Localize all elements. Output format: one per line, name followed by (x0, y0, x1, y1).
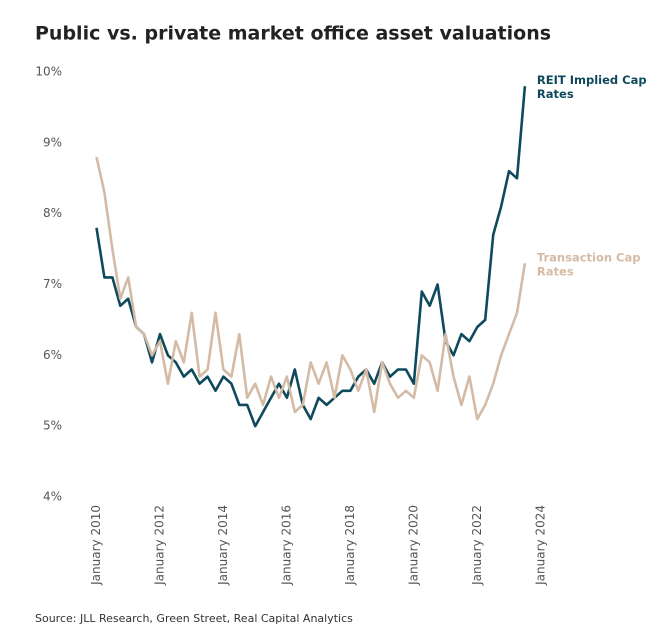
y-tick-label: 5% (43, 419, 62, 433)
y-tick-label: 9% (43, 135, 62, 149)
y-tick-label: 7% (43, 277, 62, 291)
label-line: Rates (537, 264, 574, 278)
x-tick-label: January 2010 (89, 505, 103, 586)
label-line: Rates (537, 87, 574, 101)
x-tick-label: January 2014 (216, 505, 230, 586)
y-tick-label: 8% (43, 206, 62, 220)
series-label: Transaction Cap Rates (537, 250, 641, 278)
series-label: REIT Implied Cap Rates (537, 73, 647, 101)
x-tick-label: January 2022 (470, 505, 484, 586)
x-tick-label: January 2024 (533, 505, 547, 586)
source-note: Source: JLL Research, Green Street, Real… (35, 612, 353, 625)
label-line: Transaction Cap (537, 250, 641, 264)
label-line: REIT Implied Cap (537, 73, 647, 87)
series-line (95, 156, 527, 421)
x-tick-label: January 2018 (343, 505, 357, 586)
x-tick-label: January 2016 (279, 505, 293, 586)
y-tick-label: 4% (43, 490, 62, 504)
chart-title: Public vs. private market office asset v… (35, 23, 551, 45)
x-tick-label: January 2012 (152, 505, 166, 586)
series-line (95, 86, 527, 428)
y-tick-label: 6% (43, 348, 62, 362)
y-tick-label: 10% (35, 65, 62, 79)
x-tick-label: January 2020 (406, 505, 420, 586)
